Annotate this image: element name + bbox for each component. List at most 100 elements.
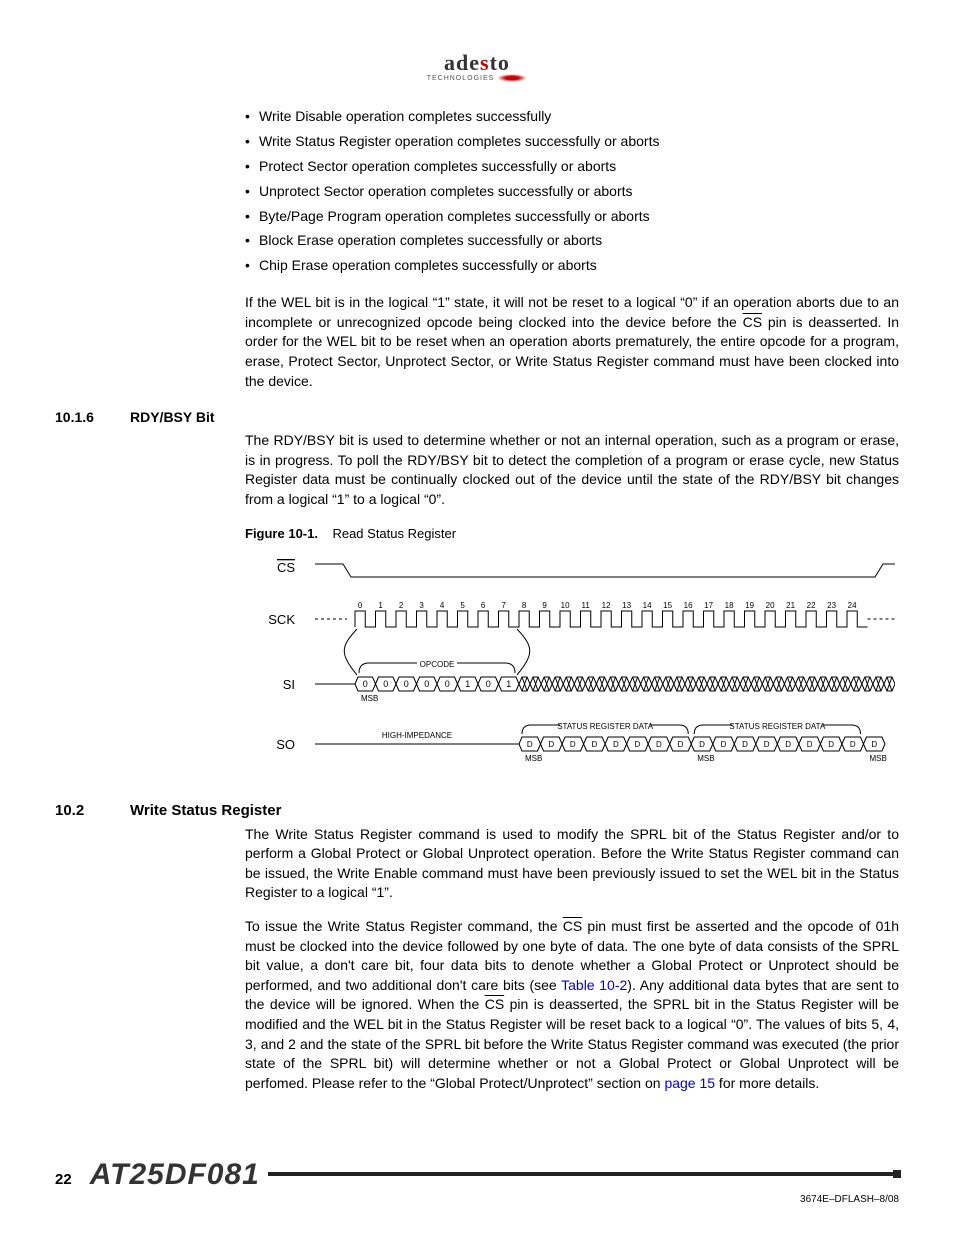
section-10-2-header: 10.2 Write Status Register: [55, 802, 899, 819]
list-item: Write Status Register operation complete…: [245, 132, 899, 151]
svg-text:D: D: [850, 740, 856, 749]
svg-text:OPCODE: OPCODE: [420, 660, 455, 669]
section-10-1-6-header: 10.1.6 RDY/BSY Bit: [55, 409, 899, 425]
svg-text:17: 17: [704, 601, 713, 610]
svg-text:0: 0: [424, 679, 429, 689]
section-number: 10.1.6: [55, 409, 130, 425]
svg-text:D: D: [807, 740, 813, 749]
list-item: Unprotect Sector operation completes suc…: [245, 182, 899, 201]
page-link[interactable]: page 15: [664, 1075, 715, 1091]
svg-text:D: D: [785, 740, 791, 749]
svg-text:18: 18: [725, 601, 734, 610]
svg-text:SI: SI: [283, 677, 295, 692]
wsr-paragraph-2: To issue the Write Status Register comma…: [245, 917, 899, 1093]
wel-paragraph: If the WEL bit is in the logical “1” sta…: [245, 293, 899, 391]
rdy-bsy-paragraph: The RDY/BSY bit is used to determine whe…: [245, 431, 899, 509]
timing-diagram: CSSCK01234567891011121314151617181920212…: [245, 549, 895, 774]
svg-text:HIGH-IMPEDANCE: HIGH-IMPEDANCE: [382, 731, 452, 740]
cs-pin: CS: [563, 918, 582, 934]
logo-part2: s: [480, 50, 490, 75]
svg-text:D: D: [635, 740, 641, 749]
figure-caption: Figure 10-1. Read Status Register: [245, 526, 899, 541]
svg-text:0: 0: [486, 679, 491, 689]
svg-text:10: 10: [561, 601, 570, 610]
svg-text:0: 0: [404, 679, 409, 689]
svg-text:D: D: [678, 740, 684, 749]
table-link[interactable]: Table 10-2: [561, 977, 627, 993]
svg-text:1: 1: [465, 679, 470, 689]
cs-pin: CS: [743, 314, 762, 330]
svg-text:D: D: [828, 740, 834, 749]
bullet-list-block: Write Disable operation completes succes…: [245, 107, 899, 391]
logo-part3: to: [490, 50, 510, 75]
svg-text:MSB: MSB: [525, 754, 542, 763]
svg-text:D: D: [613, 740, 619, 749]
svg-text:D: D: [656, 740, 662, 749]
page-footer: 22 AT25DF081 3674E–DFLASH–8/08: [55, 1158, 899, 1205]
svg-text:SCK: SCK: [268, 612, 295, 627]
svg-text:CS: CS: [277, 560, 295, 575]
operations-list: Write Disable operation completes succes…: [245, 107, 899, 275]
svg-text:0: 0: [383, 679, 388, 689]
figure-label: Figure 10-1.: [245, 526, 318, 541]
svg-text:STATUS REGISTER DATA: STATUS REGISTER DATA: [729, 722, 826, 731]
svg-text:2: 2: [399, 601, 404, 610]
company-logo: adesto TECHNOLOGIES: [55, 50, 899, 82]
svg-text:0: 0: [358, 601, 363, 610]
svg-text:22: 22: [807, 601, 816, 610]
wsr-paragraph-1: The Write Status Register command is use…: [245, 825, 899, 903]
svg-text:D: D: [527, 740, 533, 749]
svg-text:D: D: [871, 740, 877, 749]
section-10-2-body: The Write Status Register command is use…: [245, 825, 899, 1094]
footer-rule: [268, 1172, 899, 1176]
svg-text:3: 3: [419, 601, 424, 610]
svg-text:23: 23: [827, 601, 836, 610]
svg-text:MSB: MSB: [869, 754, 886, 763]
timing-svg: CSSCK01234567891011121314151617181920212…: [245, 549, 895, 774]
section-title: Write Status Register: [130, 802, 281, 819]
wsr-2e: for more details.: [715, 1075, 819, 1091]
list-item: Byte/Page Program operation completes su…: [245, 207, 899, 226]
document-revision: 3674E–DFLASH–8/08: [55, 1194, 899, 1205]
part-number: AT25DF081: [90, 1158, 260, 1192]
svg-text:SO: SO: [276, 737, 295, 752]
list-item: Block Erase operation completes successf…: [245, 231, 899, 250]
svg-text:24: 24: [848, 601, 857, 610]
logo-swoosh-icon: [497, 74, 527, 82]
wsr-2a: To issue the Write Status Register comma…: [245, 918, 563, 934]
svg-text:6: 6: [481, 601, 486, 610]
svg-text:20: 20: [766, 601, 775, 610]
svg-text:MSB: MSB: [361, 694, 378, 703]
svg-text:D: D: [721, 740, 727, 749]
section-number: 10.2: [55, 802, 130, 819]
svg-text:12: 12: [602, 601, 611, 610]
page-number: 22: [55, 1171, 72, 1188]
logo-name: adesto: [55, 50, 899, 76]
svg-text:14: 14: [643, 601, 652, 610]
svg-text:21: 21: [786, 601, 795, 610]
section-10-1-6-body: The RDY/BSY bit is used to determine whe…: [245, 431, 899, 773]
svg-text:1: 1: [378, 601, 383, 610]
svg-text:7: 7: [501, 601, 506, 610]
list-item: Write Disable operation completes succes…: [245, 107, 899, 126]
svg-text:19: 19: [745, 601, 754, 610]
svg-text:D: D: [742, 740, 748, 749]
logo-part1: ade: [444, 50, 480, 75]
svg-text:1: 1: [506, 679, 511, 689]
svg-text:D: D: [591, 740, 597, 749]
svg-text:13: 13: [622, 601, 631, 610]
svg-text:MSB: MSB: [697, 754, 714, 763]
svg-text:0: 0: [363, 679, 368, 689]
svg-text:4: 4: [440, 601, 445, 610]
svg-text:9: 9: [542, 601, 547, 610]
logo-sub-text: TECHNOLOGIES: [427, 75, 495, 82]
logo-subtitle: TECHNOLOGIES: [55, 74, 899, 82]
svg-text:D: D: [570, 740, 576, 749]
svg-text:STATUS REGISTER DATA: STATUS REGISTER DATA: [557, 722, 654, 731]
svg-text:16: 16: [684, 601, 693, 610]
footer-row: 22 AT25DF081: [55, 1158, 899, 1192]
svg-text:D: D: [699, 740, 705, 749]
svg-text:0: 0: [445, 679, 450, 689]
svg-text:D: D: [764, 740, 770, 749]
section-title: RDY/BSY Bit: [130, 409, 215, 425]
